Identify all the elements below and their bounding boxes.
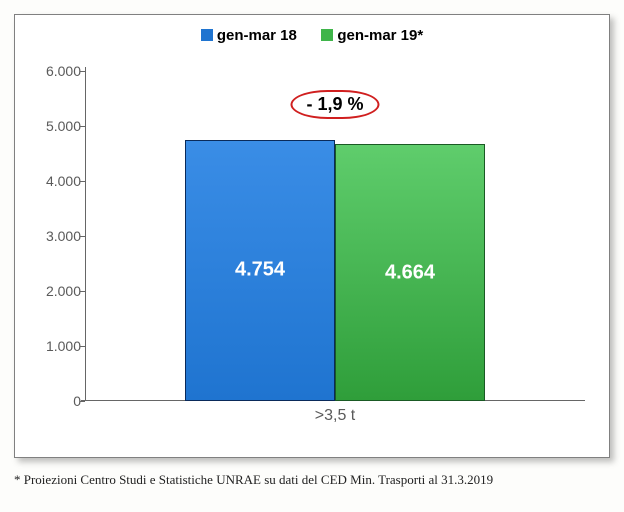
bar-0: 4.754 xyxy=(185,140,335,401)
bar-1: 4.664 xyxy=(335,144,485,401)
legend-label-2: gen-mar 19* xyxy=(337,27,423,44)
y-tick-label: 0 xyxy=(37,393,81,409)
y-axis xyxy=(85,67,86,401)
y-tick-mark xyxy=(80,126,85,127)
bar-value-label: 4.754 xyxy=(186,259,334,282)
y-tick-mark xyxy=(80,401,85,402)
legend-swatch-1 xyxy=(201,29,213,41)
y-tick-label: 3.000 xyxy=(37,228,81,244)
y-tick-mark xyxy=(80,181,85,182)
legend-item-1: gen-mar 18 xyxy=(201,27,297,44)
y-tick-mark xyxy=(80,71,85,72)
legend-label-1: gen-mar 18 xyxy=(217,27,297,44)
footnote: * Proiezioni Centro Studi e Statistiche … xyxy=(14,472,493,488)
chart-frame: gen-mar 18 gen-mar 19* >3,5 t - 1,9 % 01… xyxy=(14,14,610,458)
plot-area: >3,5 t - 1,9 % 01.0002.0003.0004.0005.00… xyxy=(85,71,585,401)
x-category-label: >3,5 t xyxy=(315,407,355,425)
bar-value-label: 4.664 xyxy=(336,261,484,284)
pct-change-callout: - 1,9 % xyxy=(290,90,379,119)
y-tick-label: 5.000 xyxy=(37,118,81,134)
legend: gen-mar 18 gen-mar 19* xyxy=(15,27,609,45)
pct-change-text: - 1,9 % xyxy=(306,94,363,114)
y-tick-mark xyxy=(80,291,85,292)
y-tick-label: 4.000 xyxy=(37,173,81,189)
legend-item-2: gen-mar 19* xyxy=(321,27,423,44)
y-tick-label: 1.000 xyxy=(37,338,81,354)
y-tick-label: 6.000 xyxy=(37,63,81,79)
legend-swatch-2 xyxy=(321,29,333,41)
y-tick-mark xyxy=(80,346,85,347)
y-tick-label: 2.000 xyxy=(37,283,81,299)
y-tick-mark xyxy=(80,236,85,237)
